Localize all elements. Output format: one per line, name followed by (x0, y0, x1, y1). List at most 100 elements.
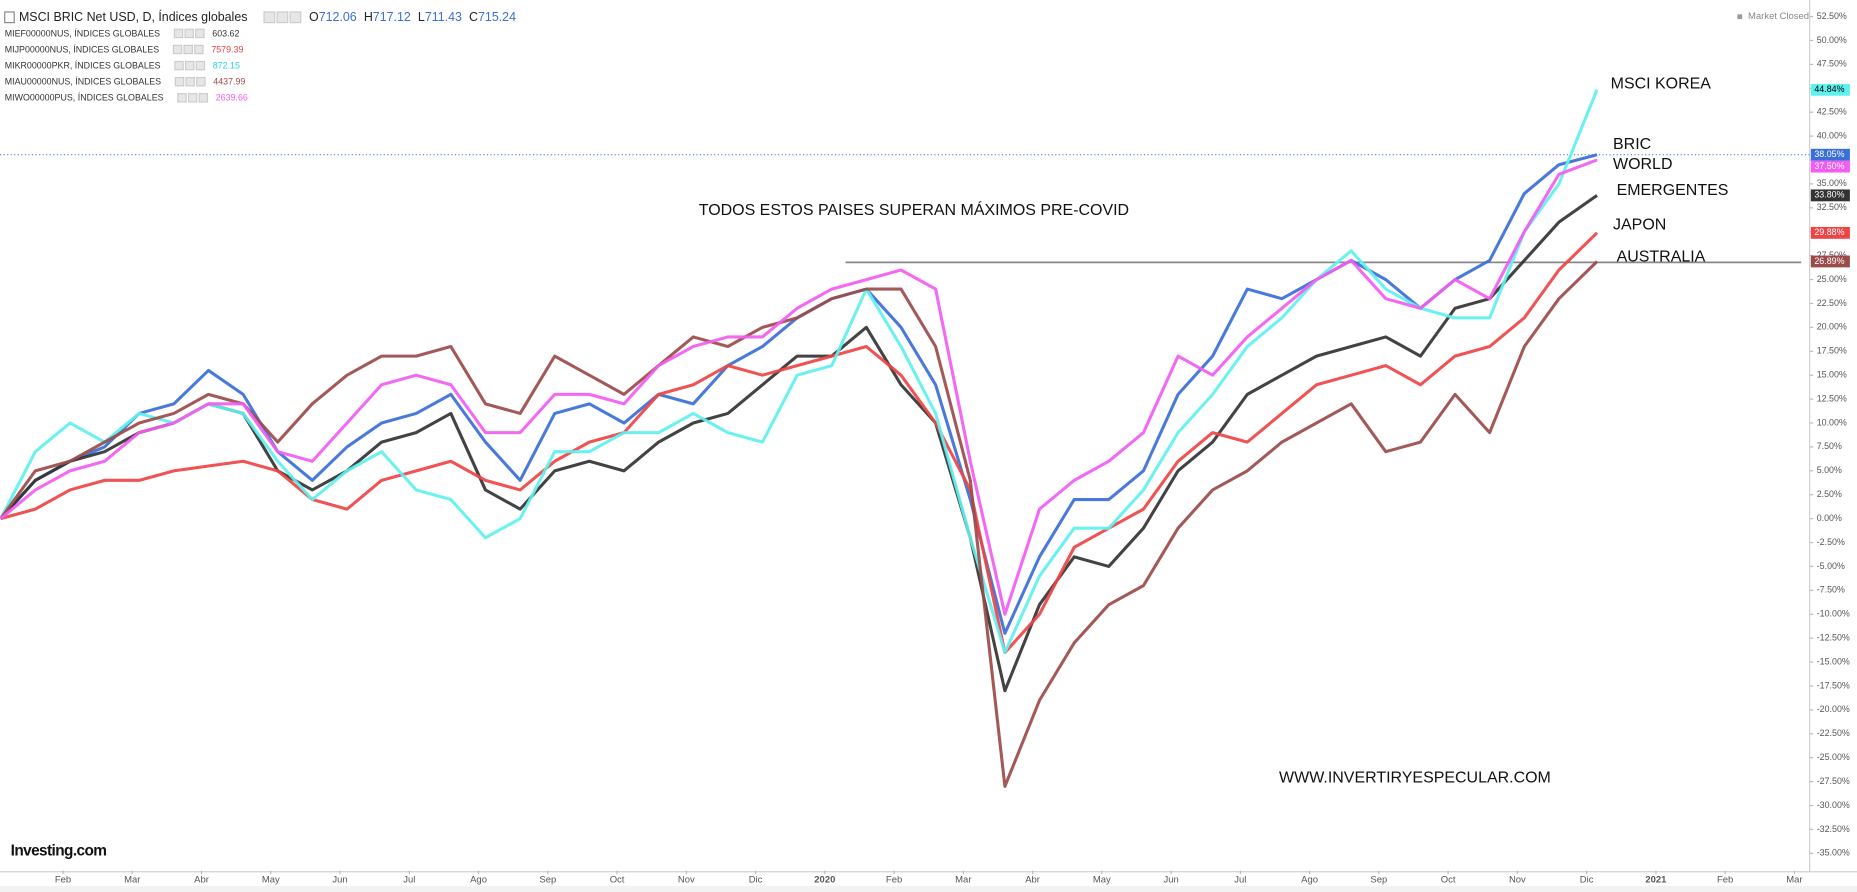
legend-name: MIAU00000NUS, ÍNDICES GLOBALES (5, 77, 161, 87)
x-tick-label: Dic (749, 875, 763, 886)
y-tick-label: 42.50% (1817, 107, 1847, 117)
y-tick-label: -32.50% (1817, 824, 1850, 834)
x-tick-label: Jul (403, 875, 415, 886)
legend-button[interactable] (173, 28, 184, 39)
legend-button[interactable] (184, 28, 194, 39)
status-bar (0, 885, 1857, 892)
y-tick-label: 10.00% (1817, 417, 1847, 427)
legend-name: MIJP00000NUS, ÍNDICES GLOBALES (5, 44, 159, 54)
x-tick-label: Dic (1580, 875, 1594, 886)
legend-button[interactable] (187, 93, 198, 103)
y-tick-label: 2.50% (1817, 489, 1842, 499)
legend-value: 872.15 (213, 61, 240, 71)
series-line (0, 194, 1598, 693)
y-tick-label: 47.50% (1817, 59, 1847, 69)
legend-button[interactable] (174, 76, 185, 87)
y-tick-label: 50.00% (1817, 35, 1847, 45)
status-dot (1737, 14, 1743, 20)
x-tick-label: Mar (1786, 875, 1802, 886)
y-tick-label: -15.00% (1817, 656, 1850, 666)
x-tick-label: Sep (539, 875, 556, 886)
x-tick-label: Feb (886, 875, 902, 886)
series-line (0, 158, 1598, 616)
last-value-label: 33.80% (1814, 190, 1844, 200)
last-value-badge (1810, 226, 1850, 239)
last-value-badge (1810, 189, 1850, 202)
legend-button[interactable] (172, 44, 183, 55)
y-tick-label: 52.50% (1817, 11, 1847, 21)
toolbar-button[interactable] (289, 11, 302, 24)
x-tick-label: Nov (1509, 875, 1526, 886)
legend-button[interactable] (177, 93, 187, 103)
y-tick-label: -25.00% (1817, 752, 1850, 762)
series-annotation: AUSTRALIA (1617, 248, 1706, 265)
x-tick-label: Abr (1025, 875, 1040, 886)
legend-button[interactable] (183, 44, 193, 55)
y-tick-label: 5.00% (1817, 465, 1842, 475)
collapse-icon[interactable] (4, 11, 15, 24)
y-tick-label: -27.50% (1817, 776, 1850, 786)
ohlc-key: H (364, 10, 373, 24)
y-tick-label: -35.00% (1817, 848, 1850, 858)
x-tick-label: Jul (1234, 875, 1246, 886)
x-tick-label: Feb (1717, 875, 1733, 886)
ohlc-key: L (418, 10, 425, 24)
header: MSCI BRIC Net USD, D, Índices globales (19, 9, 248, 24)
ohlc-value: 715.24 (478, 10, 516, 24)
y-tick-label: -10.00% (1817, 609, 1850, 619)
y-tick-label: 20.00% (1817, 322, 1847, 332)
x-tick-label: Jun (332, 875, 347, 886)
legend-button[interactable] (195, 28, 205, 39)
series-annotation: MSCI KOREA (1611, 75, 1712, 92)
annotation: TODOS ESTOS PAISES SUPERAN MÁXIMOS PRE-C… (699, 200, 1129, 219)
y-tick-label: 27.50% (1817, 250, 1847, 260)
x-tick-label: Ago (1301, 875, 1318, 886)
legend-button[interactable] (196, 76, 206, 87)
market-status: Market Closed (1748, 11, 1809, 22)
last-value-badge (1810, 255, 1850, 268)
y-tick-label: -2.50% (1817, 537, 1845, 547)
ohlc-key: O (309, 10, 319, 24)
y-tick-label: -30.00% (1817, 800, 1850, 810)
x-tick-label: Mar (955, 875, 971, 886)
legend-button[interactable] (198, 93, 209, 103)
x-tick-label: Mar (124, 875, 140, 886)
legend-button[interactable] (184, 60, 195, 71)
x-tick-label: Ago (470, 875, 487, 886)
x-tick-label: 2020 (814, 875, 835, 886)
ohlc-value: 711.43 (425, 10, 462, 24)
x-tick-label: 2021 (1645, 875, 1666, 886)
ohlc-value: 717.12 (373, 10, 411, 24)
legend-button[interactable] (174, 60, 184, 71)
ohlc: O712.06 H717.12 L711.43 C715.24 (309, 10, 516, 24)
y-tick-label: 0.00% (1817, 513, 1842, 523)
x-tick-label: Sep (1370, 875, 1387, 886)
series-annotation: JAPON (1613, 216, 1666, 233)
x-tick-label: Jun (1163, 875, 1178, 886)
last-value-label: 38.05% (1814, 149, 1844, 159)
x-tick-label: Abr (194, 875, 209, 886)
y-tick-label: -20.00% (1817, 704, 1850, 714)
header-title: MSCI BRIC Net USD, D, Índices globales (19, 9, 248, 24)
y-tick-label: -17.50% (1817, 680, 1850, 690)
legend-value: 603.62 (212, 28, 239, 38)
last-value-badge (1810, 83, 1850, 96)
last-value-label: 29.88% (1814, 227, 1844, 237)
toolbar-button[interactable] (276, 11, 289, 24)
last-value-label: 37.50% (1814, 161, 1844, 171)
x-tick-label: Oct (610, 875, 625, 886)
last-value-badge (1810, 148, 1850, 161)
y-tick-label: 15.00% (1817, 370, 1847, 380)
legend-button[interactable] (194, 44, 204, 55)
last-value-badge (1810, 160, 1850, 173)
series-line (0, 89, 1599, 655)
x-tick-label: May (1093, 875, 1111, 886)
last-value-label: 44.84% (1814, 84, 1844, 94)
series-line (0, 231, 1599, 655)
y-tick-label: 22.50% (1817, 298, 1847, 308)
toolbar-button[interactable] (263, 11, 276, 24)
legend-button[interactable] (195, 60, 206, 71)
legend-button[interactable] (185, 76, 195, 87)
